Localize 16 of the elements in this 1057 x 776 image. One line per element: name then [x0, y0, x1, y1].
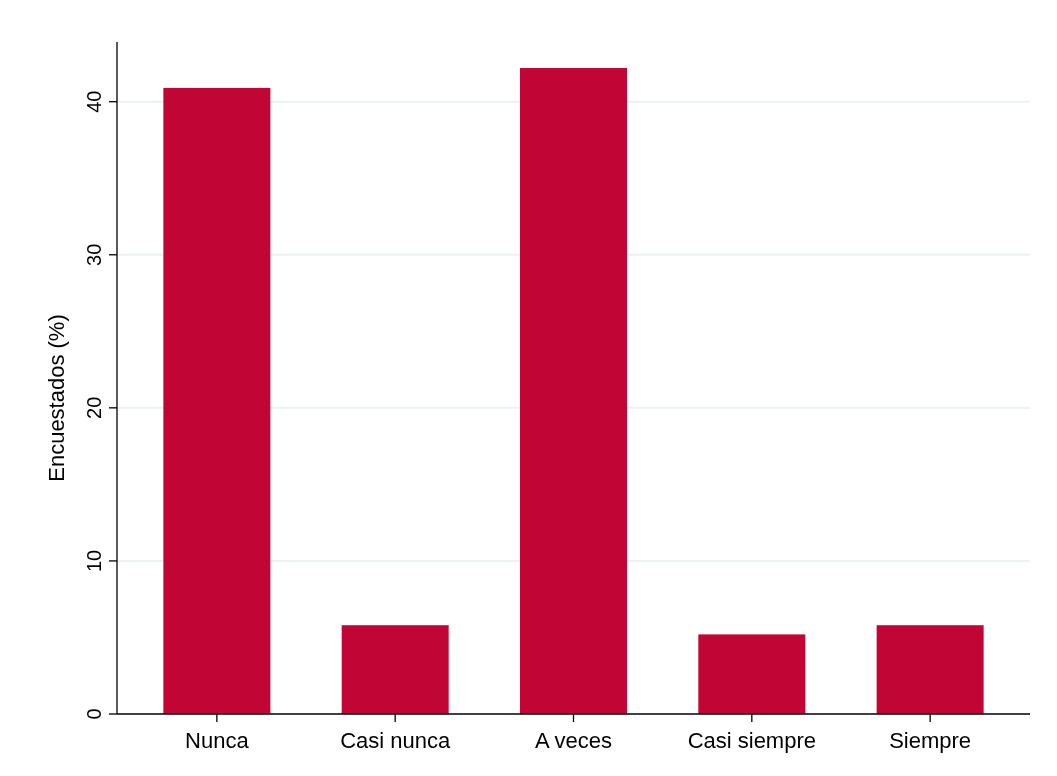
x-tick-label: Siempre: [889, 728, 972, 753]
x-tick-label: Casi siempre: [687, 728, 817, 753]
x-tick-label: A veces: [534, 728, 613, 753]
bar: [520, 68, 627, 714]
y-tick-label: 20: [83, 396, 105, 419]
y-tick-label: 40: [83, 90, 105, 113]
y-axis-title: Encuestados (%): [44, 314, 69, 482]
bar: [876, 625, 984, 714]
y-tick-label: 0: [83, 708, 105, 720]
bar: [341, 625, 449, 714]
x-tick-label: Nunca: [185, 728, 250, 753]
y-tick-label: 30: [83, 243, 105, 266]
bar: [163, 87, 271, 714]
bar: [698, 634, 806, 714]
y-tick-label: 10: [83, 549, 105, 573]
x-tick-label: Casi nunca: [340, 728, 451, 753]
